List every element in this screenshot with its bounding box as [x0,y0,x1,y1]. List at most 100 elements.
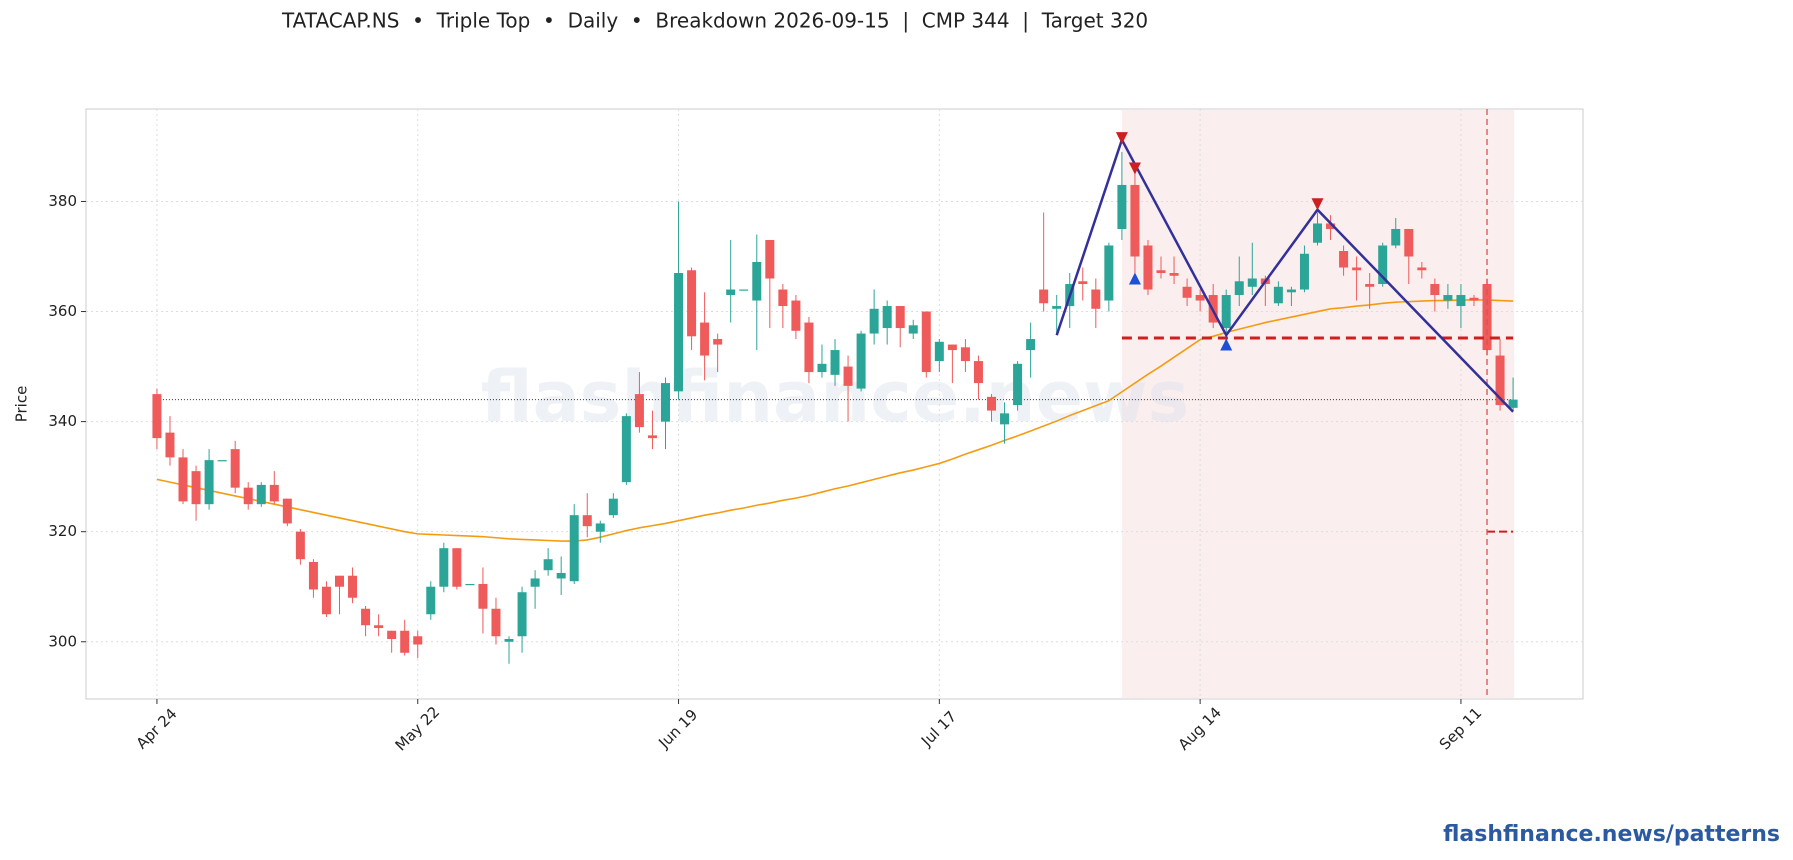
y-tick-label: 300 [48,632,77,650]
candle-body [491,608,501,637]
candle-body [674,273,684,392]
candle-body [152,394,162,439]
candle-body [660,383,670,422]
x-tick-label: Jul 17 [917,707,960,750]
candle-body [1195,295,1205,301]
candle-body [1391,228,1401,246]
candle-body [204,460,214,505]
candle-body [543,559,553,571]
x-tick-label: Sep 11 [1436,704,1486,754]
candle-body [843,366,853,386]
candle-body [1026,339,1036,351]
candle-body [1365,284,1375,287]
candle-body [230,449,240,488]
candle-body [934,341,944,362]
candle-body [517,592,527,637]
candle-body [334,575,344,587]
candle-body [739,289,749,291]
x-tick-label: Apr 24 [133,705,181,753]
candle-body [1000,413,1010,425]
candle-body [608,498,618,516]
candle-body [1247,278,1257,287]
candle-body [1456,295,1466,307]
candle-body [165,432,175,458]
candle-body [1404,228,1414,257]
trough-marker [1128,272,1141,285]
candle-body [256,484,266,505]
candle-body [804,322,814,373]
candle-body [647,435,657,439]
candle-body [282,498,292,524]
candle-body [895,306,905,329]
candle-body [882,306,892,329]
candle-body [569,515,579,582]
y-tick-label: 380 [48,192,77,210]
candle-body [1286,289,1296,293]
candle-body [921,311,931,373]
footer: flashfinance.news/patterns [1443,822,1780,847]
candle-body [556,572,566,579]
candle-body [856,333,866,389]
moving-average [156,299,1514,542]
chart-title: TATACAP.NS • Triple Top • Daily • Breakd… [281,9,1148,33]
candle-body [374,625,384,629]
candle-body [791,300,801,331]
peak-marker [1128,162,1141,175]
x-tick-label: Aug 14 [1175,703,1225,753]
candle-body [1078,281,1088,285]
candle-body [387,630,397,640]
candle-body [817,363,827,373]
candle-body [986,396,996,411]
candle-body [1430,284,1440,296]
candle-body [908,325,918,334]
candle-body [1482,284,1492,351]
candle-body [973,361,983,384]
candle-body [869,308,879,334]
candle-body [1182,286,1192,298]
candle-body [178,457,188,502]
candle-body [426,586,436,615]
candle-body [1117,184,1127,229]
candle-body [595,523,605,532]
candle-body [700,322,710,356]
candle-body [1234,281,1244,296]
candle-body [321,586,331,615]
candle-body [439,548,449,587]
candle-body [1312,223,1322,243]
candle-body [361,608,371,626]
candle-body [1143,245,1153,290]
y-tick-label: 320 [48,522,77,540]
candle-body [1169,273,1179,276]
candle-body [269,484,279,502]
candle-body [1273,286,1283,304]
candle-body [1378,245,1388,285]
candle-body [960,347,970,362]
candle-body [1039,289,1049,304]
candle-body [1299,253,1309,290]
candle-body [1417,267,1427,271]
candle-body [1130,184,1140,257]
candle-body [400,630,410,653]
candle-body [1156,270,1166,274]
y-tick-label: 360 [48,302,77,320]
x-tick-label: Jun 19 [654,706,701,753]
y-tick-label: 340 [48,412,77,430]
candle-body [465,583,475,586]
y-axis-label: Price [13,386,31,423]
candle-body [295,531,305,560]
candle-body [1495,355,1505,406]
candle-body [1221,295,1231,329]
candle-body [687,270,697,337]
candle-body [191,471,201,505]
candle-body [778,289,788,307]
candle-body [504,639,514,642]
x-tick-label: May 22 [392,703,444,755]
candle-body [947,344,957,351]
candle-body [1339,250,1349,268]
candle-body [1508,399,1518,408]
candle-body [752,262,762,301]
candle-body [530,578,540,587]
candle-body [830,350,840,375]
candle-body [765,239,775,279]
